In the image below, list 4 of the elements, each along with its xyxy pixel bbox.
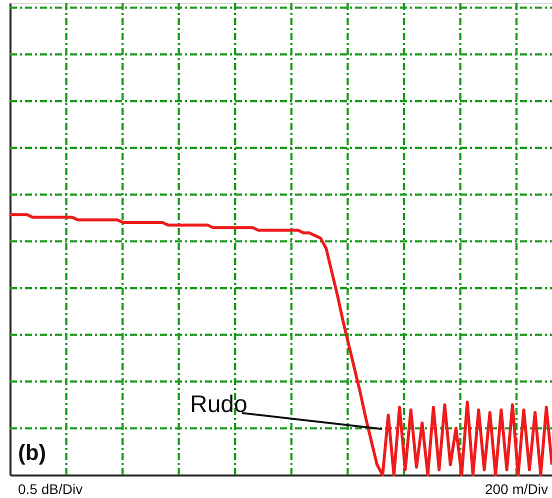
text: 0.5 dB/Div: [18, 481, 83, 497]
annotation: Rudo: [190, 391, 248, 418]
annotation: (b): [18, 440, 46, 465]
text: 200 m/Div: [484, 481, 548, 497]
